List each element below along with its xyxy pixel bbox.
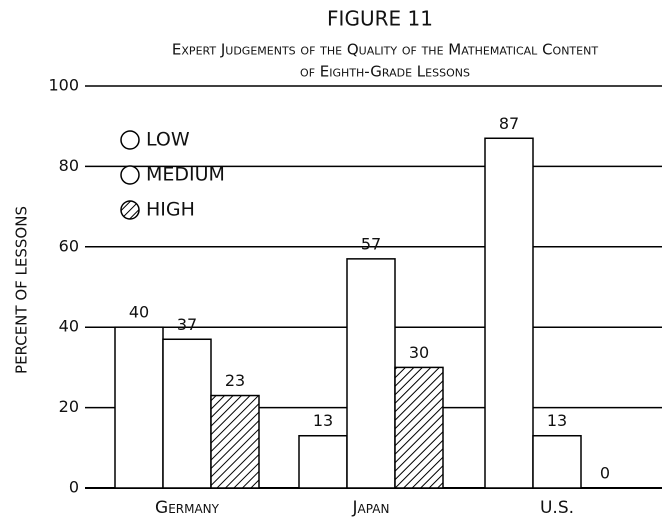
- bar: [346, 258, 396, 489]
- value-label: 23: [225, 371, 245, 390]
- value-label: 13: [547, 411, 567, 430]
- x-tick-label: U.S.: [540, 498, 574, 518]
- legend-label: HIGH: [146, 199, 195, 221]
- chart-title: FIGURE 11: [327, 7, 433, 31]
- bar: [298, 434, 348, 489]
- legend-marker: [120, 165, 140, 185]
- value-label: 40: [129, 303, 149, 322]
- y-tick-label: 20: [59, 397, 79, 416]
- value-label: 30: [409, 343, 429, 362]
- x-tick-label: Japan: [352, 498, 390, 518]
- chart-subtitle: Expert Judgements of the Quality of the …: [172, 41, 598, 59]
- legend-label: LOW: [146, 129, 190, 151]
- value-label: 13: [313, 411, 333, 430]
- y-tick-label: 100: [48, 76, 79, 95]
- bar: [394, 366, 444, 489]
- value-label: 37: [177, 315, 197, 334]
- y-tick-label: 60: [59, 236, 79, 255]
- bar: [114, 326, 164, 489]
- legend-marker: [120, 200, 140, 220]
- y-tick-label: 0: [69, 478, 79, 497]
- y-tick-label: 80: [59, 156, 79, 175]
- y-axis-label: PERCENT OF LESSONS: [13, 206, 31, 374]
- bar: [162, 338, 212, 489]
- value-label: 57: [361, 234, 381, 253]
- x-tick-label: Germany: [155, 498, 220, 518]
- bar: [532, 434, 582, 489]
- value-label: 87: [499, 114, 519, 133]
- y-tick-label: 40: [59, 317, 79, 336]
- value-label: 0: [600, 464, 610, 483]
- legend-marker: [120, 130, 140, 150]
- bar: [484, 137, 534, 489]
- chart-subtitle: of Eighth-Grade Lessons: [300, 63, 470, 81]
- legend-label: MEDIUM: [146, 164, 225, 186]
- bar: [210, 394, 260, 489]
